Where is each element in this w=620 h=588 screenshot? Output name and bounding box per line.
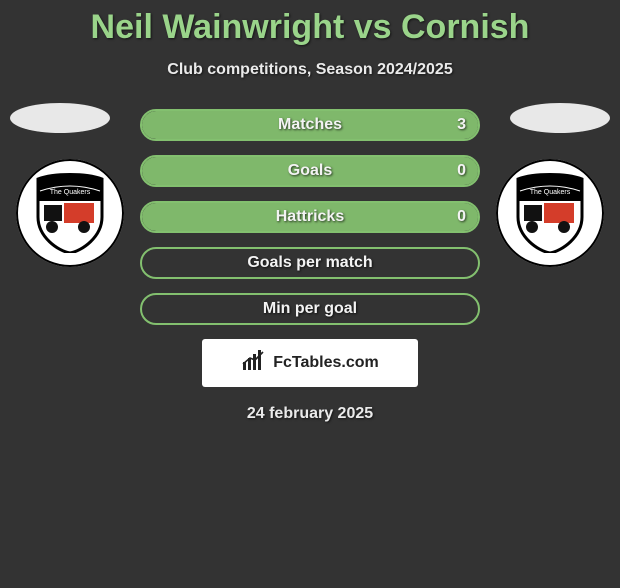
svg-text:The Quakers: The Quakers bbox=[530, 189, 571, 196]
stat-right-value: 0 bbox=[457, 203, 466, 231]
stat-label: Hattricks bbox=[142, 203, 478, 231]
stat-bar: Matches 3 bbox=[140, 109, 480, 141]
stat-label: Goals per match bbox=[142, 249, 478, 277]
chart-icon bbox=[241, 350, 267, 377]
stat-bar: Goals per match bbox=[140, 247, 480, 279]
decor-ellipse-right bbox=[510, 103, 610, 133]
date-label: 24 february 2025 bbox=[0, 405, 620, 423]
page-title: Neil Wainwright vs Cornish bbox=[0, 8, 620, 47]
stat-right-value: 0 bbox=[457, 157, 466, 185]
stat-label: Min per goal bbox=[142, 295, 478, 323]
stat-bars: Matches 3 Goals 0 Hattricks 0 Goals per … bbox=[140, 109, 480, 325]
shield-icon: The Quakers bbox=[34, 173, 106, 253]
stat-bar: Hattricks 0 bbox=[140, 201, 480, 233]
brand-box: FcTables.com bbox=[202, 339, 418, 387]
brand-label: FcTables.com bbox=[273, 354, 379, 372]
stat-label: Matches bbox=[142, 111, 478, 139]
comparison-stage: The Quakers The Quakers Matches 3 bbox=[0, 109, 620, 325]
team-crest-left: The Quakers bbox=[16, 159, 124, 267]
stat-label: Goals bbox=[142, 157, 478, 185]
stat-bar: Min per goal bbox=[140, 293, 480, 325]
subtitle: Club competitions, Season 2024/2025 bbox=[0, 61, 620, 79]
team-crest-right: The Quakers bbox=[496, 159, 604, 267]
shield-icon: The Quakers bbox=[514, 173, 586, 253]
stat-bar: Goals 0 bbox=[140, 155, 480, 187]
stat-right-value: 3 bbox=[457, 111, 466, 139]
svg-text:The Quakers: The Quakers bbox=[50, 189, 91, 196]
decor-ellipse-left bbox=[10, 103, 110, 133]
